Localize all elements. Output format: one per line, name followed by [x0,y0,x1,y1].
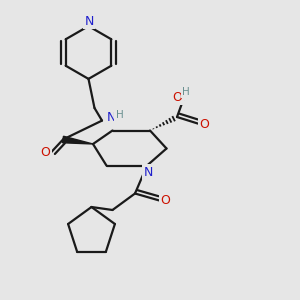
Text: N: N [144,166,153,179]
Polygon shape [62,136,93,144]
Text: O: O [199,118,209,131]
Text: N: N [106,111,116,124]
Text: N: N [85,15,94,28]
Text: O: O [161,194,170,207]
Text: H: H [182,87,190,97]
Text: O: O [41,146,50,159]
Text: O: O [173,91,182,104]
Text: H: H [116,110,123,120]
